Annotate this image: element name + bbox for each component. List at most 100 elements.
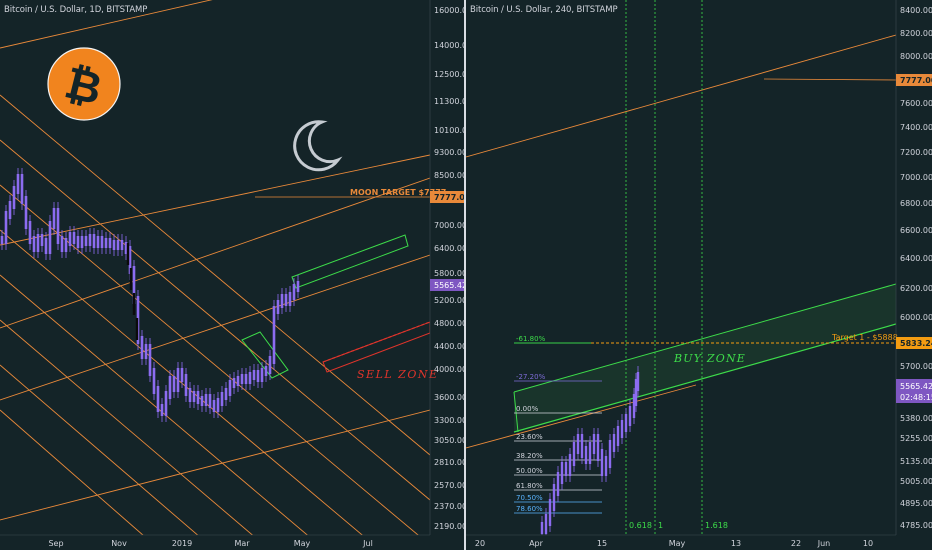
right-price-tick: 4895.00 bbox=[900, 499, 932, 508]
sell-zone-box bbox=[322, 321, 430, 373]
left-candle-body bbox=[212, 400, 216, 412]
left-candle-body bbox=[126, 243, 130, 265]
left-price-tick: 2370.00 bbox=[434, 502, 464, 511]
right-candle-body bbox=[548, 499, 552, 526]
left-candle-body bbox=[152, 368, 156, 394]
left-candle-body bbox=[184, 374, 188, 396]
left-candle-body bbox=[280, 294, 284, 308]
left-candle-body bbox=[224, 388, 228, 400]
left-time-tick: May bbox=[294, 539, 311, 548]
left-time-tick: Mar bbox=[234, 539, 250, 548]
right-time-axis[interactable]: 20 Apr 15 May 13 22 Jun 10 bbox=[475, 539, 873, 548]
left-candle-body bbox=[192, 391, 196, 402]
right-candle-body bbox=[568, 454, 572, 476]
left-candle-body bbox=[32, 236, 36, 252]
right-candle-body bbox=[600, 449, 604, 476]
left-candle-body bbox=[172, 376, 176, 392]
left-candle-body bbox=[4, 211, 8, 244]
buy-zone-label: BUY ZONE bbox=[673, 352, 746, 365]
left-price-tick: 7000.00 bbox=[434, 221, 464, 230]
right-time-tick: 15 bbox=[597, 539, 607, 548]
left-candle-body bbox=[148, 344, 152, 376]
left-candle-body bbox=[248, 372, 252, 384]
right-price-tick: 5135.00 bbox=[900, 457, 932, 466]
fib-level-label: -27.20% bbox=[516, 373, 546, 381]
left-candle-body bbox=[36, 234, 40, 252]
left-candle-body bbox=[164, 391, 168, 416]
left-candle-body bbox=[180, 368, 184, 382]
pane-divider[interactable] bbox=[464, 0, 466, 550]
last-price-badge-text: 5565.42 bbox=[434, 281, 464, 290]
left-candle-body bbox=[80, 236, 84, 248]
left-chart-title: Bitcoin / U.S. Dollar, 1D, BITSTAMP bbox=[4, 5, 148, 15]
right-price-tick: 5005.00 bbox=[900, 477, 932, 486]
fib-retracement: -61.80% -27.20% 0.00% 23.60% 38.20% 50.00% 61.… bbox=[514, 335, 602, 514]
left-candle-body bbox=[96, 236, 100, 248]
fib-level-label: 50.00% bbox=[516, 467, 543, 475]
right-candle-body bbox=[544, 514, 548, 534]
crescent-moon-icon bbox=[293, 120, 343, 172]
right-time-tick: Jun bbox=[817, 539, 831, 548]
right-chart-pane[interactable]: -61.80% -27.20% 0.00% 23.60% 38.20% 50.00% 61.… bbox=[466, 0, 932, 550]
left-candle-body bbox=[284, 294, 288, 306]
left-price-axis[interactable]: 16000.00 14000.00 12500.00 11300.00 10100.00… bbox=[434, 6, 464, 531]
left-candle-body bbox=[72, 232, 76, 244]
left-candle-body bbox=[132, 293, 136, 315]
left-price-tick: 14000.00 bbox=[434, 41, 464, 50]
bitcoin-logo-icon: ₿ bbox=[47, 47, 121, 121]
left-candle-body bbox=[112, 240, 116, 250]
left-price-tick: 3600.00 bbox=[434, 393, 464, 402]
left-candle-body bbox=[240, 374, 244, 384]
right-candle-body bbox=[540, 522, 544, 534]
left-candle-body bbox=[56, 208, 60, 244]
moon-price-badge-text: 7777.00 bbox=[434, 193, 464, 202]
right-time-tick: 13 bbox=[731, 539, 741, 548]
left-candle-body bbox=[108, 238, 112, 248]
left-candle-body bbox=[156, 386, 160, 412]
left-candle-body bbox=[160, 404, 164, 416]
right-price-tick: 6000.00 bbox=[900, 313, 932, 322]
left-candle-body bbox=[168, 376, 172, 399]
right-candle-body bbox=[604, 456, 608, 476]
moon-price-badge bbox=[430, 191, 464, 203]
left-price-tick: 8500.00 bbox=[434, 171, 464, 180]
left-time-tick: Sep bbox=[48, 539, 63, 548]
left-candle-body bbox=[20, 174, 24, 204]
left-price-tick: 10100.00 bbox=[434, 126, 464, 135]
right-price-tick: 6200.00 bbox=[900, 284, 932, 293]
countdown-text: 02:48:15 bbox=[900, 393, 932, 402]
left-price-tick: 11300.00 bbox=[434, 97, 464, 106]
right-candle-body bbox=[584, 446, 588, 464]
left-candle-body bbox=[128, 246, 132, 274]
buy-zone-fill bbox=[514, 284, 896, 432]
left-candle-body bbox=[140, 336, 144, 359]
left-chart-pane[interactable]: ₿ MOON TARGET $7777 SELL ZONE 16000.00 14… bbox=[0, 0, 464, 550]
right-candle-body bbox=[596, 434, 600, 461]
target-price-badge bbox=[896, 337, 932, 349]
left-candle-body bbox=[16, 174, 20, 194]
left-candle-body bbox=[124, 242, 128, 254]
right-price-axis[interactable]: 8400.00 8200.00 8000.00 7600.00 7400.00 7200.… bbox=[900, 6, 932, 530]
left-time-axis[interactable]: Sep Nov 2019 Mar May Jul bbox=[48, 539, 372, 548]
left-candle-body bbox=[116, 240, 120, 250]
right-candle-body bbox=[592, 434, 596, 454]
right-candle-body bbox=[572, 442, 576, 466]
right-price-tick: 8000.00 bbox=[900, 52, 932, 61]
right-candle-body bbox=[624, 414, 628, 432]
left-price-tick: 3050.00 bbox=[434, 436, 464, 445]
left-candle-body bbox=[104, 238, 108, 248]
left-price-tick: 6400.00 bbox=[434, 244, 464, 253]
right-candle-body bbox=[632, 394, 636, 418]
left-candle-body bbox=[272, 306, 276, 364]
left-candle-body bbox=[84, 236, 88, 246]
left-candle-body bbox=[244, 374, 248, 384]
left-price-tick: 2570.00 bbox=[434, 481, 464, 490]
left-candle-body bbox=[296, 281, 300, 292]
right-price-tick: 4785.00 bbox=[900, 521, 932, 530]
right-time-tick: 10 bbox=[863, 539, 873, 548]
right-price-tick: 5255.00 bbox=[900, 434, 932, 443]
left-time-tick: Jul bbox=[362, 539, 373, 548]
left-candle-body bbox=[44, 238, 48, 254]
time-fib-0618: 0.618 bbox=[629, 521, 652, 530]
right-candles bbox=[540, 366, 640, 535]
